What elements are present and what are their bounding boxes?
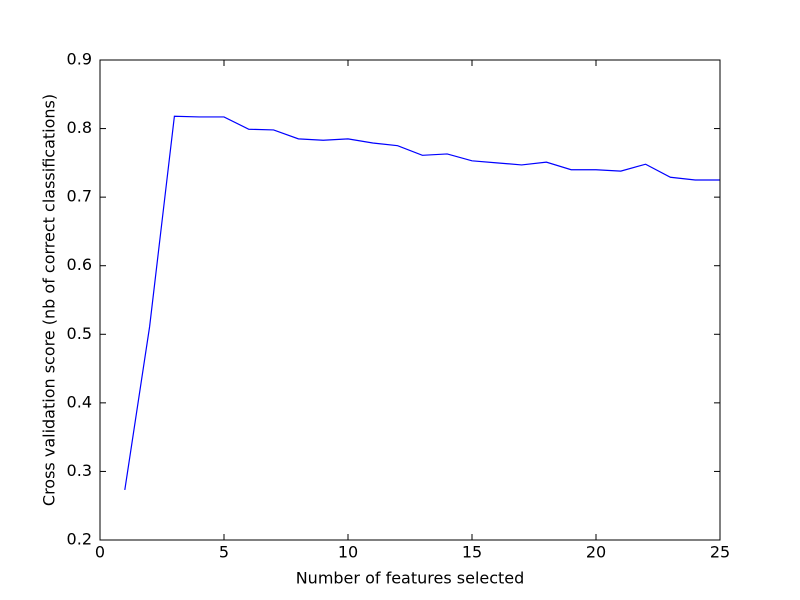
x-tick-label: 5 <box>219 543 229 562</box>
x-tick-label: 20 <box>586 543 606 562</box>
plot-frame <box>99 59 721 541</box>
x-tick-label: 10 <box>338 543 358 562</box>
x-tick-label: 15 <box>462 543 482 562</box>
y-tick-label: 0.2 <box>67 530 92 549</box>
y-tick-label: 0.4 <box>67 392 92 411</box>
y-tick-label: 0.3 <box>67 461 92 480</box>
x-tick-label: 25 <box>710 543 730 562</box>
x-axis-label: Number of features selected <box>296 569 525 588</box>
y-tick-label: 0.9 <box>67 50 92 69</box>
x-tick-label: 0 <box>95 543 105 562</box>
y-tick-label: 0.6 <box>67 255 92 274</box>
line-series <box>124 115 720 491</box>
y-axis-label: Cross validation score (nb of correct cl… <box>40 94 59 506</box>
y-tick-label: 0.5 <box>67 324 92 343</box>
y-tick-label: 0.7 <box>67 187 92 206</box>
y-tick-label: 0.8 <box>67 118 92 137</box>
